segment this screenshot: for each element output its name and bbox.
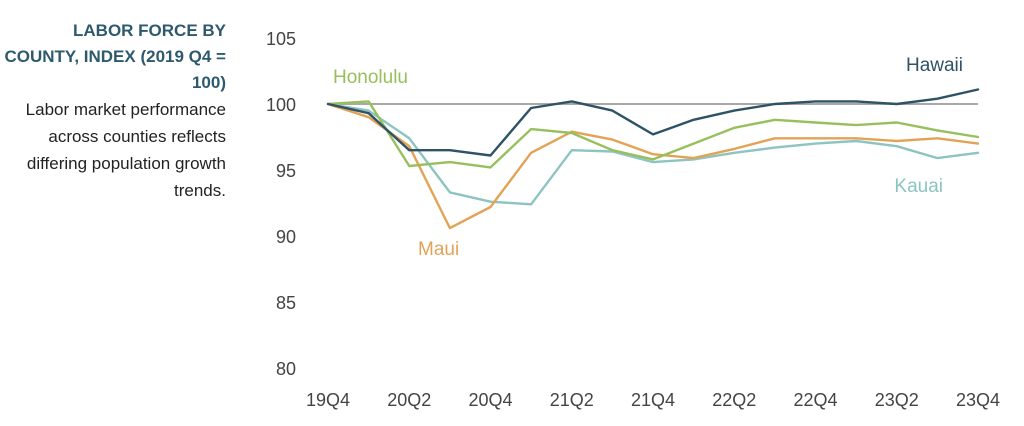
- chart-title: LABOR FORCE BY COUNTY, INDEX (2019 Q4 = …: [4, 21, 226, 92]
- x-tick-label: 23Q2: [875, 390, 919, 410]
- x-tick-label: 23Q4: [956, 390, 1000, 410]
- series-label-honolulu: Honolulu: [333, 67, 408, 88]
- chart-sidebar: LABOR FORCE BY COUNTY, INDEX (2019 Q4 = …: [0, 18, 226, 204]
- series-labels: Hawaii Honolulu Maui Kauai: [333, 55, 963, 260]
- series-label-hawaii: Hawaii: [906, 55, 963, 76]
- series-label-kauai: Kauai: [894, 176, 943, 197]
- series-line-hawaii: [326, 88, 980, 157]
- y-tick-label: 90: [276, 227, 296, 247]
- x-tick-label: 20Q4: [468, 390, 512, 410]
- x-tick-label: 22Q2: [712, 390, 756, 410]
- series-label-maui: Maui: [418, 239, 459, 260]
- y-tick-label: 100: [266, 95, 296, 115]
- series-line-honolulu: [326, 100, 980, 169]
- series-line-kauai: [326, 102, 980, 206]
- y-tick-label: 105: [266, 29, 296, 49]
- x-axis-ticks: 19Q4 20Q2 20Q4 21Q2 21Q4 22Q2 22Q4 23Q2 23Q4: [306, 390, 1000, 410]
- x-tick-label: 21Q4: [631, 390, 675, 410]
- chart-subtitle: Labor market performance across counties…: [25, 100, 226, 200]
- y-tick-label: 80: [276, 359, 296, 379]
- y-axis-ticks: 80 85 90 95 100 105: [266, 29, 296, 379]
- x-tick-label: 20Q2: [387, 390, 431, 410]
- x-tick-label: 21Q2: [550, 390, 594, 410]
- series-line-maui: [326, 102, 980, 230]
- x-tick-label: 19Q4: [306, 390, 350, 410]
- y-tick-label: 95: [276, 161, 296, 181]
- x-tick-label: 22Q4: [793, 390, 837, 410]
- y-tick-label: 85: [276, 293, 296, 313]
- series-lines: [326, 88, 980, 230]
